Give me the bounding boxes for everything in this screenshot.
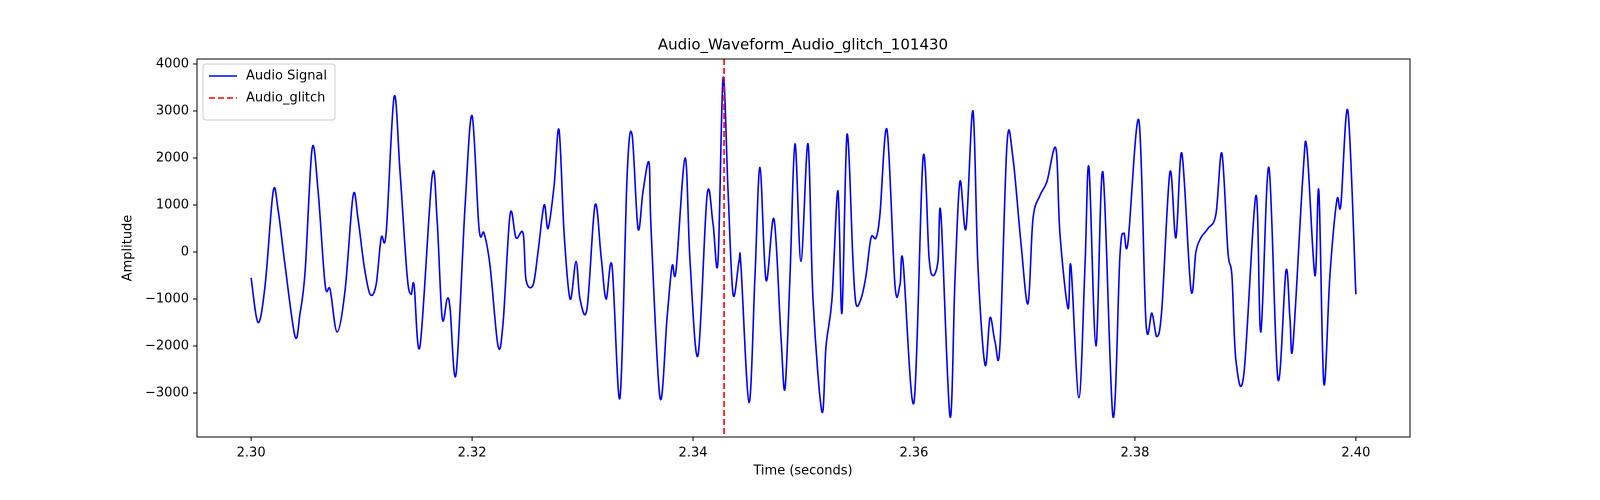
y-tick-label: −1000 <box>145 291 189 306</box>
x-tick-label: 2.30 <box>237 446 266 461</box>
x-tick-label: 2.34 <box>679 446 708 461</box>
chart-title: Audio_Waveform_Audio_glitch_101430 <box>658 36 948 55</box>
y-tick-label: 4000 <box>156 56 189 71</box>
y-tick-label: 1000 <box>156 197 189 212</box>
x-tick-label: 2.38 <box>1120 446 1149 461</box>
y-tick-label: −2000 <box>145 339 189 354</box>
y-tick-label: 2000 <box>156 150 189 165</box>
signal-line <box>250 76 1357 419</box>
legend-box <box>202 63 336 121</box>
x-axis-label: Time (seconds) <box>752 464 852 479</box>
y-axis-label: Amplitude <box>121 215 136 282</box>
y-tick-label: 0 <box>181 244 189 259</box>
x-tick-label: 2.32 <box>458 446 487 461</box>
y-tick-label: 3000 <box>156 103 189 118</box>
plot-frame <box>196 58 1411 438</box>
legend: Audio Signal Audio_glitch <box>202 63 336 121</box>
x-tick-label: 2.40 <box>1341 446 1370 461</box>
y-tick-label: −3000 <box>145 386 189 401</box>
legend-label: Audio Signal <box>246 69 327 84</box>
x-tick-label: 2.36 <box>899 446 928 461</box>
legend-label: Audio_glitch <box>246 91 325 106</box>
